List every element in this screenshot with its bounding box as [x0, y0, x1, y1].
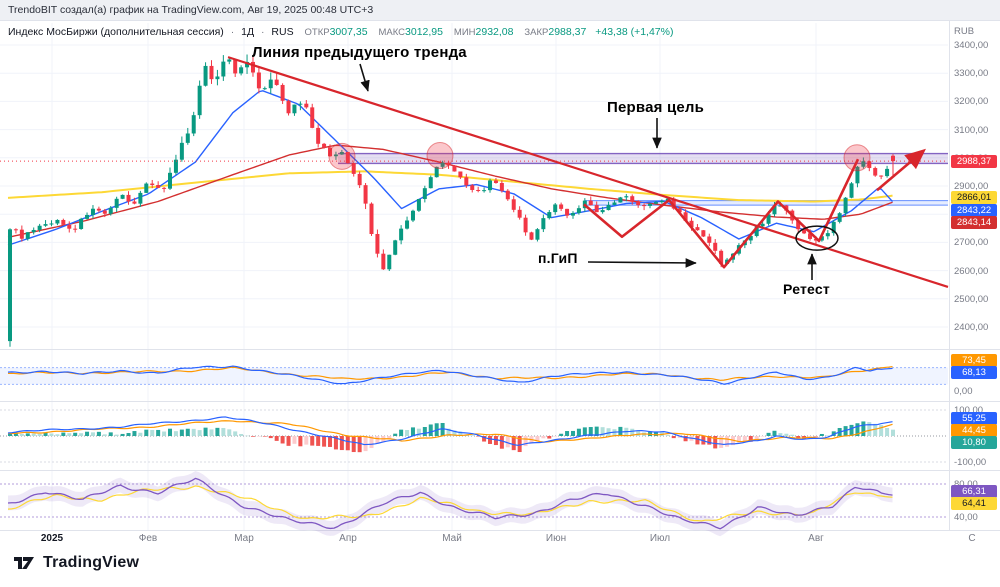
- attribution-text: TrendoBIT создал(а) график на TradingVie…: [8, 4, 374, 16]
- annotation-prev-trend-line[interactable]: Линия предыдущего тренда: [252, 44, 467, 61]
- close-value: 2988,37: [548, 26, 587, 38]
- symbol-name[interactable]: Индекс МосБиржи (дополнительная сессия): [8, 26, 224, 38]
- close-label: ЗАКР: [524, 27, 549, 38]
- exchange-code: RUS: [271, 26, 294, 38]
- attribution-bar: TrendoBIT создал(а) график на TradingVie…: [0, 0, 1000, 21]
- indicators-layer: [0, 365, 948, 537]
- separator-dot: ·: [260, 26, 265, 38]
- symbol-header[interactable]: Индекс МосБиржи (дополнительная сессия) …: [8, 26, 673, 38]
- change-value: +43,38 (+1,47%): [595, 26, 674, 38]
- drawings-layer[interactable]: [227, 56, 949, 289]
- open-value: 3007,35: [329, 26, 368, 38]
- annotation-retest[interactable]: Ретест: [783, 281, 830, 297]
- open-label: ОТКР: [304, 27, 330, 38]
- tradingview-logo-icon: [14, 557, 34, 569]
- high-label: МАКС: [378, 27, 406, 38]
- interval-value[interactable]: 1Д: [241, 26, 255, 38]
- tradingview-brand-text: TradingView: [43, 554, 140, 571]
- low-value: 2932,08: [475, 26, 514, 38]
- low-label: МИН: [453, 27, 476, 38]
- high-value: 3012,95: [405, 26, 443, 38]
- annotation-inverse-head-shoulders[interactable]: п.ГиП: [538, 250, 578, 266]
- annotation-first-target[interactable]: Первая цель: [607, 99, 705, 116]
- tradingview-footer[interactable]: TradingView: [12, 552, 139, 574]
- grid-layer: [0, 21, 1000, 531]
- separator-dot: ·: [230, 26, 235, 38]
- candles-layer: [0, 54, 948, 347]
